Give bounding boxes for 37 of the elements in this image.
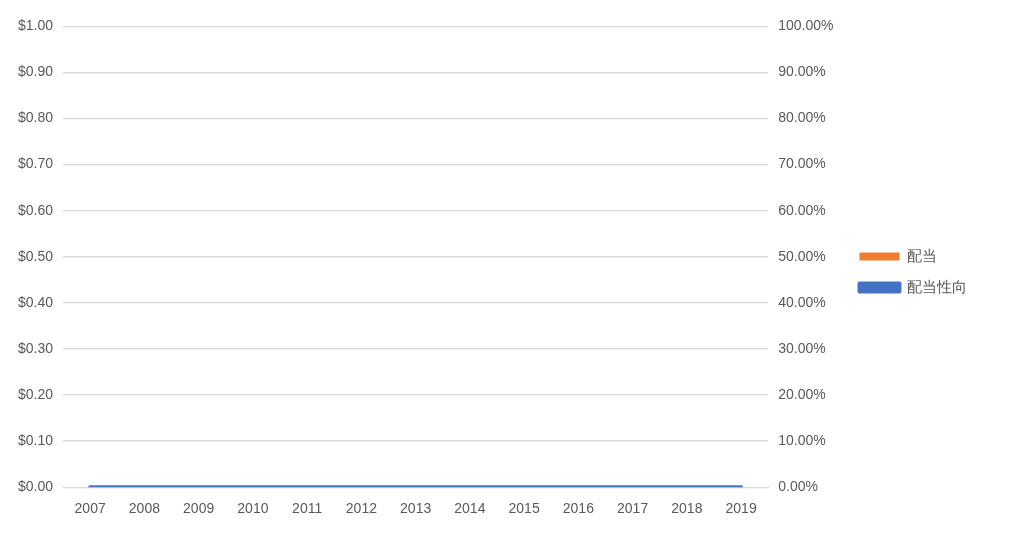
x-tick-label: 2016	[562, 500, 595, 517]
y2-tick-label: 100.00%	[778, 17, 834, 34]
y2-tick-label: 10.00%	[778, 431, 826, 448]
y-tick-label: $0.50	[17, 247, 54, 264]
y-tick-label: $0.80	[17, 109, 54, 126]
y-tick-label: $0.40	[17, 293, 54, 310]
y-tick-label: $0.00	[17, 478, 54, 495]
x-tick-label: 2018	[671, 500, 703, 517]
y2-tick-label: 90.00%	[778, 63, 826, 80]
legend-label: 配当	[907, 246, 937, 264]
x-tick-label: 2015	[508, 500, 540, 517]
legend-label: 配当性向	[907, 277, 967, 295]
x-tick-label: 2014	[454, 500, 486, 517]
x-tick-label: 2009	[183, 500, 215, 517]
y-tick-label: $0.60	[17, 201, 54, 218]
y2-tick-label: 50.00%	[778, 247, 826, 264]
x-tick-label: 2008	[128, 500, 161, 517]
y-tick-label: $0.20	[17, 385, 54, 402]
y2-tick-label: 0.00%	[778, 478, 818, 495]
y-tick-label: $1.00	[17, 17, 54, 34]
y2-tick-label: 60.00%	[778, 201, 826, 218]
y-tick-label: $0.30	[17, 339, 54, 356]
y2-tick-label: 20.00%	[778, 385, 826, 402]
x-tick-label: 2010	[237, 500, 269, 517]
y2-tick-label: 70.00%	[778, 155, 826, 172]
x-tick-label: 2019	[725, 500, 757, 517]
y2-tick-label: 40.00%	[778, 293, 826, 310]
y-tick-label: $0.90	[17, 63, 54, 80]
y-tick-label: $0.70	[17, 155, 54, 172]
y-tick-label: $0.10	[17, 431, 54, 448]
x-tick-label: 2007	[74, 500, 106, 517]
x-tick-label: 2017	[617, 500, 649, 517]
y2-tick-label: 30.00%	[778, 339, 826, 356]
x-tick-label: 2011	[292, 500, 323, 517]
x-tick-label: 2013	[400, 500, 432, 517]
y2-tick-label: 80.00%	[778, 109, 826, 126]
x-tick-label: 2012	[345, 500, 378, 517]
